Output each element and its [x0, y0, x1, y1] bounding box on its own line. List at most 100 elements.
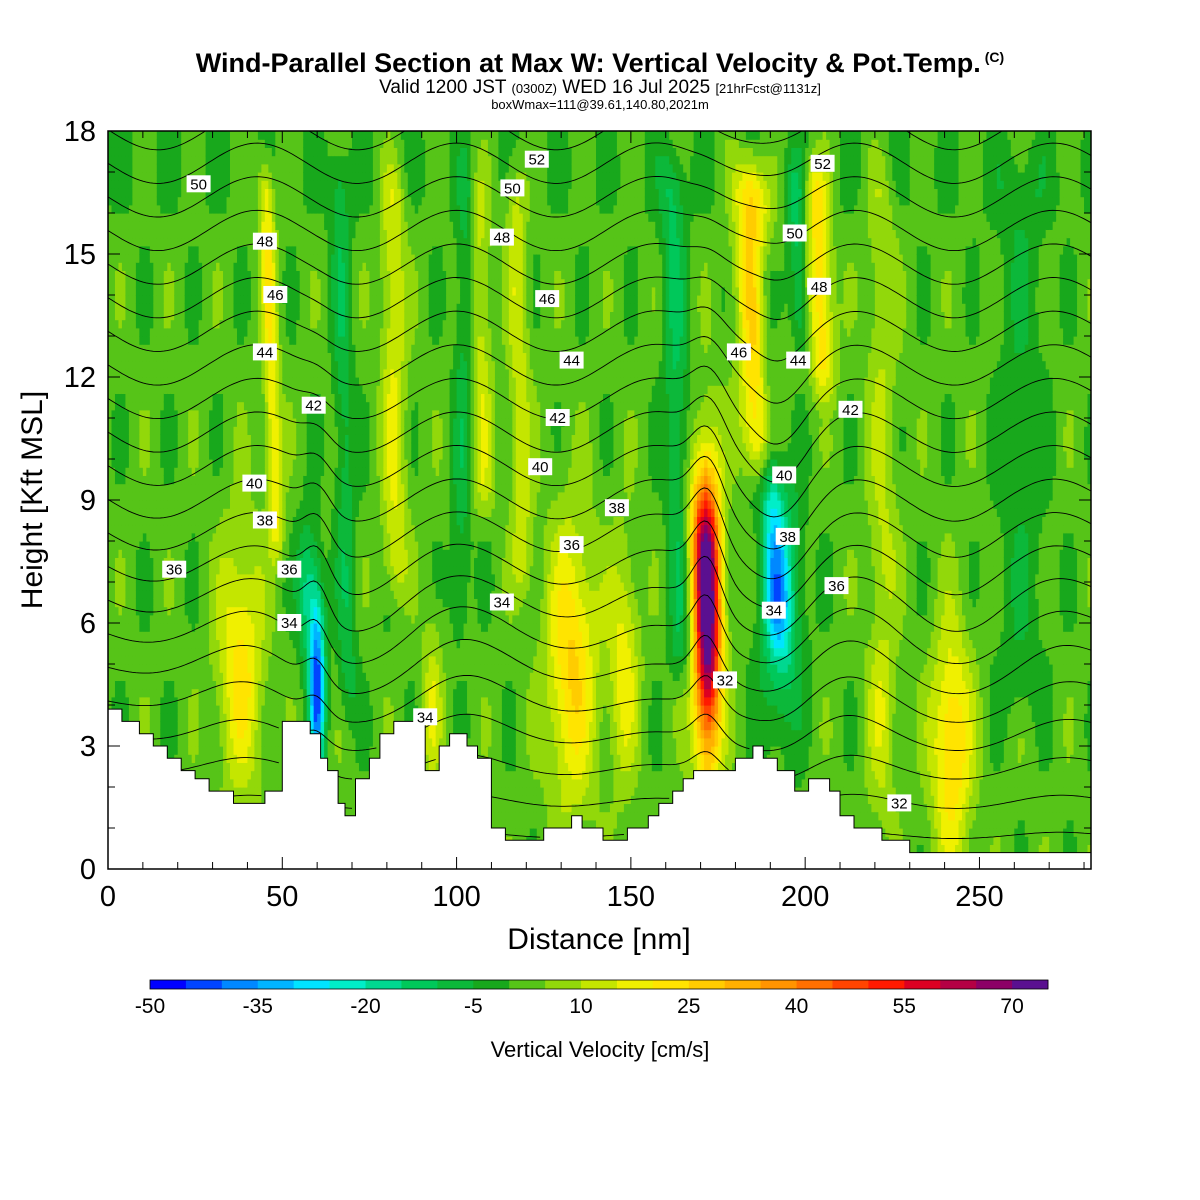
- velocity-cell: [108, 172, 113, 181]
- velocity-cell: [181, 598, 186, 608]
- velocity-cell: [177, 614, 182, 624]
- velocity-cell: [181, 705, 186, 714]
- velocity-cell: [296, 426, 301, 435]
- velocity-cell: [289, 450, 294, 460]
- velocity-cell: [271, 524, 276, 534]
- velocity-cell: [268, 713, 273, 722]
- velocity-cell: [181, 188, 186, 198]
- velocity-cell: [268, 393, 273, 403]
- velocity-cell: [254, 606, 259, 616]
- velocity-cell: [268, 549, 273, 558]
- velocity-cell: [216, 196, 221, 206]
- velocity-cell: [128, 393, 133, 403]
- velocity-cell: [160, 639, 165, 649]
- velocity-cell: [230, 319, 235, 329]
- velocity-cell: [135, 327, 140, 337]
- velocity-cell: [282, 139, 287, 148]
- velocity-cell: [156, 196, 161, 206]
- velocity-cell: [125, 549, 130, 558]
- velocity-cell: [121, 147, 127, 157]
- velocity-cell: [264, 705, 269, 714]
- velocity-cell: [292, 475, 297, 485]
- velocity-cell: [226, 229, 231, 239]
- velocity-cell: [209, 336, 214, 345]
- velocity-cell: [118, 680, 123, 690]
- velocity-cell: [139, 295, 144, 304]
- velocity-cell: [149, 721, 154, 731]
- velocity-cell: [153, 737, 158, 747]
- velocity-cell: [142, 664, 147, 673]
- velocity-cell: [219, 303, 224, 312]
- velocity-cell: [233, 541, 238, 550]
- velocity-cell: [250, 303, 256, 312]
- velocity-cell: [268, 401, 273, 411]
- velocity-cell: [195, 623, 200, 632]
- velocity-cell: [212, 327, 217, 337]
- velocity-cell: [268, 696, 273, 706]
- velocity-cell: [181, 664, 186, 673]
- velocity-cell: [198, 270, 203, 280]
- velocity-cell: [170, 368, 175, 378]
- velocity-cell: [257, 270, 262, 280]
- velocity-cell: [205, 344, 210, 353]
- velocity-cell: [243, 639, 249, 649]
- velocity-cell: [125, 295, 130, 304]
- velocity-cell: [181, 221, 186, 230]
- velocity-cell: [247, 655, 252, 665]
- velocity-cell: [139, 483, 144, 493]
- velocity-cell: [198, 188, 203, 198]
- velocity-cell: [230, 705, 235, 714]
- velocity-cell: [230, 270, 235, 280]
- velocity-cell: [212, 598, 217, 608]
- velocity-cell: [142, 434, 147, 444]
- velocity-cell: [296, 590, 301, 599]
- velocity-cell: [226, 778, 231, 788]
- velocity-cell: [177, 713, 182, 722]
- velocity-cell: [174, 147, 179, 157]
- velocity-cell: [174, 229, 179, 239]
- velocity-cell: [118, 475, 123, 485]
- velocity-cell: [191, 631, 196, 640]
- velocity-cell: [209, 541, 214, 550]
- velocity-cell: [275, 606, 280, 616]
- velocity-cell: [219, 368, 224, 378]
- velocity-cell: [236, 483, 242, 493]
- velocity-cell: [261, 532, 266, 542]
- velocity-cell: [108, 196, 113, 206]
- velocity-cell: [108, 598, 113, 608]
- forecast-info: [21hrFcst@1131z]: [715, 81, 820, 96]
- velocity-cell: [268, 254, 273, 263]
- velocity-cell: [184, 385, 189, 394]
- velocity-cell: [188, 147, 193, 157]
- velocity-cell: [226, 705, 231, 714]
- velocity-cell: [205, 467, 210, 476]
- velocity-cell: [121, 221, 127, 230]
- velocity-cell: [156, 204, 161, 214]
- velocity-cell: [285, 664, 290, 673]
- velocity-cell: [209, 532, 214, 542]
- velocity-cell: [289, 377, 294, 386]
- velocity-cell: [261, 614, 266, 624]
- velocity-cell: [209, 254, 214, 263]
- velocity-cell: [198, 245, 203, 255]
- velocity-cell: [268, 541, 273, 550]
- velocity-cell: [233, 483, 238, 493]
- velocity-cell: [188, 508, 193, 517]
- velocity-cell: [271, 254, 276, 263]
- velocity-cell: [146, 672, 151, 681]
- velocity-cell: [153, 500, 158, 509]
- velocity-cell: [181, 737, 186, 747]
- velocity-cell: [118, 221, 123, 230]
- velocity-cell: [250, 770, 256, 780]
- velocity-cell: [275, 311, 280, 321]
- velocity-cell: [153, 155, 158, 165]
- velocity-cell: [223, 754, 228, 763]
- velocity-cell: [177, 213, 182, 222]
- velocity-cell: [139, 303, 144, 312]
- velocity-cell: [111, 139, 116, 148]
- velocity-cell: [226, 680, 231, 690]
- velocity-cell: [146, 336, 151, 345]
- velocity-cell: [226, 541, 231, 550]
- velocity-cell: [118, 319, 123, 329]
- velocity-cell: [212, 639, 217, 649]
